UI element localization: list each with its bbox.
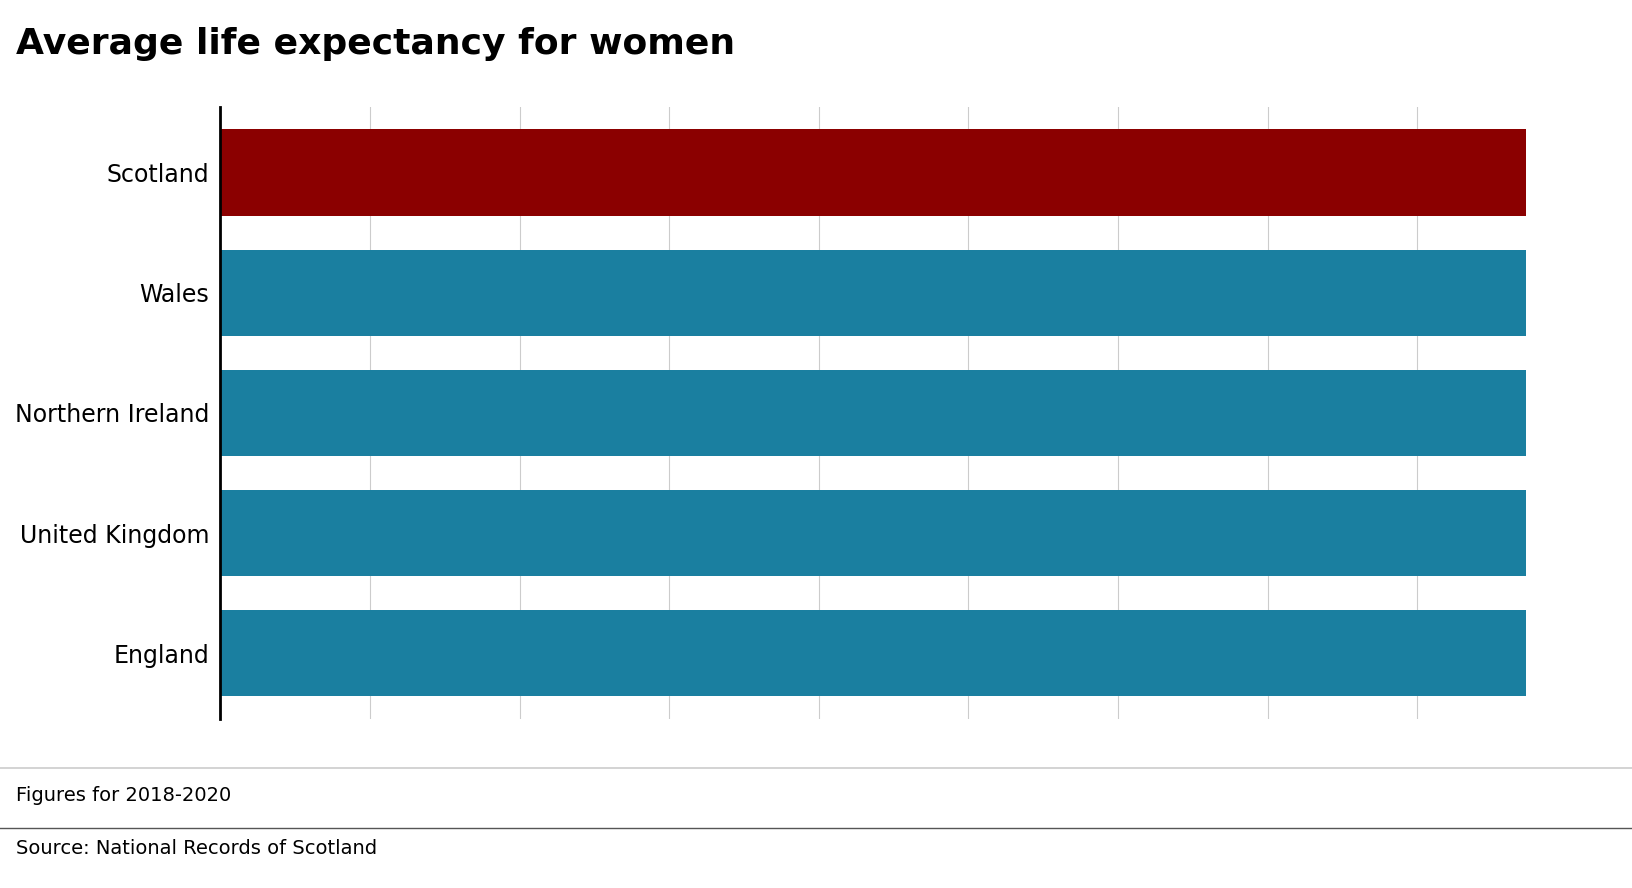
Bar	[220, 610, 1632, 696]
Bar	[220, 250, 1632, 336]
Bar	[220, 130, 1632, 216]
Bar	[220, 490, 1632, 576]
Text: C: C	[1591, 851, 1604, 868]
Text: Average life expectancy for women: Average life expectancy for women	[16, 27, 736, 60]
Bar	[220, 369, 1632, 456]
Text: B: B	[1550, 851, 1563, 868]
Text: Figures for 2018-2020: Figures for 2018-2020	[16, 786, 232, 805]
Text: B: B	[1510, 851, 1523, 868]
Text: Source: National Records of Scotland: Source: National Records of Scotland	[16, 839, 377, 858]
